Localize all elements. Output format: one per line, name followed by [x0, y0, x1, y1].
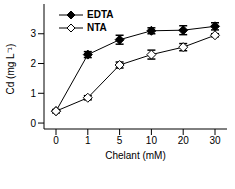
svg-text:20: 20 — [178, 135, 190, 146]
svg-text:1: 1 — [30, 88, 36, 99]
svg-text:30: 30 — [209, 135, 221, 146]
html-text:EDTA: EDTA — [87, 9, 114, 20]
svg-text:Cd (mg L⁻¹): Cd (mg L⁻¹) — [8, 44, 16, 95]
html-text:NTA: NTA — [87, 22, 107, 33]
svg-text:2: 2 — [30, 58, 36, 69]
svg-text:10: 10 — [146, 135, 158, 146]
svg-text:1: 1 — [85, 135, 91, 146]
svg-text:5: 5 — [117, 135, 123, 146]
svg-text:0: 0 — [30, 118, 36, 129]
svg-text:3: 3 — [30, 28, 36, 39]
svg-text:0: 0 — [53, 135, 59, 146]
svg-text:Chelant (mM): Chelant (mM) — [105, 150, 166, 161]
